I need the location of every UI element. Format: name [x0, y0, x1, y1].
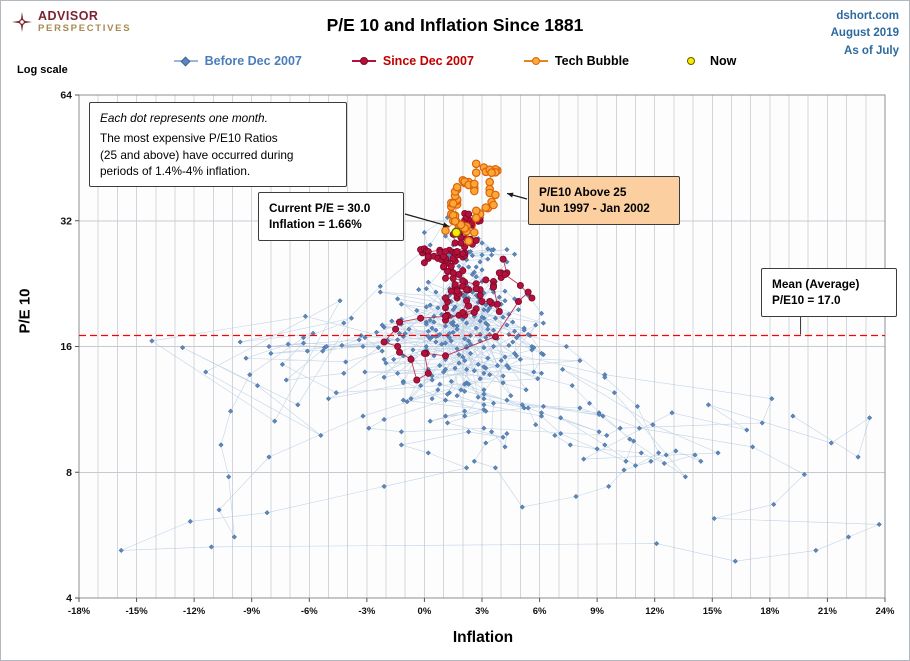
svg-text:3%: 3%: [475, 606, 489, 617]
note-line: (25 and above) have occurred during: [100, 147, 294, 162]
current-inflation-line: Inflation = 1.66%: [269, 217, 362, 232]
logo-line1: ADVISOR: [38, 9, 99, 23]
note-line: The most expensive P/E10 Ratios: [100, 131, 278, 146]
svg-text:-9%: -9%: [243, 606, 260, 617]
svg-text:9%: 9%: [590, 606, 604, 617]
logo-line2: PERSPECTIVES: [38, 22, 132, 34]
tech-bubble-annotation: P/E10 Above 25 Jun 1997 - Jan 2002: [528, 176, 680, 225]
svg-text:12%: 12%: [645, 606, 665, 617]
tech-bubble-dates: Jun 1997 - Jan 2002: [539, 201, 650, 216]
orange-circle-marker-icon: [523, 55, 548, 67]
svg-text:0%: 0%: [418, 606, 432, 617]
blue-diamond-marker-icon: [173, 55, 198, 67]
svg-text:18%: 18%: [760, 606, 780, 617]
chart-title: P/E 10 and Inflation Since 1881: [326, 15, 584, 35]
source-attribution: dshort.com August 2019 As of July: [831, 8, 899, 60]
callout-arrow: [404, 213, 450, 228]
series-now: [451, 227, 462, 238]
note-line: periods of 1.4%-4% inflation.: [100, 163, 251, 178]
svg-text:21%: 21%: [818, 606, 838, 617]
mean-line-label: Mean (Average): [772, 277, 860, 291]
svg-text:64: 64: [60, 90, 72, 102]
legend-label: Now: [710, 54, 737, 68]
current-pe-line: Current P/E = 30.0: [269, 201, 371, 215]
yellow-circle-marker-icon: [679, 55, 703, 67]
mean-annotation: Mean (Average) P/E10 = 17.0: [761, 268, 897, 317]
svg-text:24%: 24%: [875, 606, 895, 617]
legend-label: Since Dec 2007: [382, 54, 474, 68]
source-month: August 2019: [830, 27, 899, 40]
tech-bubble-line: P/E10 Above 25: [539, 185, 627, 199]
svg-text:6%: 6%: [533, 606, 547, 617]
svg-text:-6%: -6%: [301, 606, 318, 617]
svg-text:-18%: -18%: [68, 606, 91, 617]
red-circle-marker-icon: [351, 55, 376, 67]
source-asof: As of July: [844, 44, 899, 57]
svg-text:-12%: -12%: [183, 606, 206, 617]
advisor-perspectives-logo: ADVISOR PERSPECTIVES: [11, 9, 132, 34]
legend-item-before-dec-2007: Before Dec 2007: [173, 54, 302, 68]
svg-text:-3%: -3%: [358, 606, 375, 617]
legend-item-since-dec-2007: Since Dec 2007: [351, 54, 474, 68]
compass-rose-icon: [11, 12, 33, 33]
legend-item-now: Now: [679, 54, 736, 68]
legend: Before Dec 2007 Since Dec 2007 Tech Bubb…: [1, 54, 909, 68]
note-line: Each dot represents one month.: [100, 111, 268, 125]
y-axis-title: P/E 10: [16, 288, 34, 334]
svg-text:8: 8: [66, 467, 72, 479]
callout-arrow: [506, 192, 528, 200]
svg-text:15%: 15%: [703, 606, 723, 617]
svg-text:16: 16: [60, 341, 72, 353]
svg-text:4: 4: [66, 593, 72, 605]
current-pe-annotation: Current P/E = 30.0 Inflation = 1.66%: [258, 192, 404, 241]
svg-text:-15%: -15%: [125, 606, 148, 617]
legend-item-tech-bubble: Tech Bubble: [523, 54, 630, 68]
series-tech-bubble: [441, 159, 502, 246]
svg-text:32: 32: [60, 215, 72, 227]
x-axis-ticks: -18% -15% -12% -9% -6% -3% 0% 3% 6% 9% 12% 15% 18% 21…: [68, 598, 895, 617]
source-site: dshort.com: [836, 10, 899, 22]
note-annotation: Each dot represents one month. The most …: [89, 102, 347, 188]
legend-label: Before Dec 2007: [204, 54, 302, 68]
legend-label: Tech Bubble: [554, 54, 630, 68]
x-axis-title: Inflation: [452, 629, 514, 646]
mean-value-label: P/E10 = 17.0: [772, 293, 841, 308]
y-axis-ticks: 64 32 16 8 4: [60, 90, 79, 605]
log-scale-label: Log scale: [17, 64, 68, 76]
